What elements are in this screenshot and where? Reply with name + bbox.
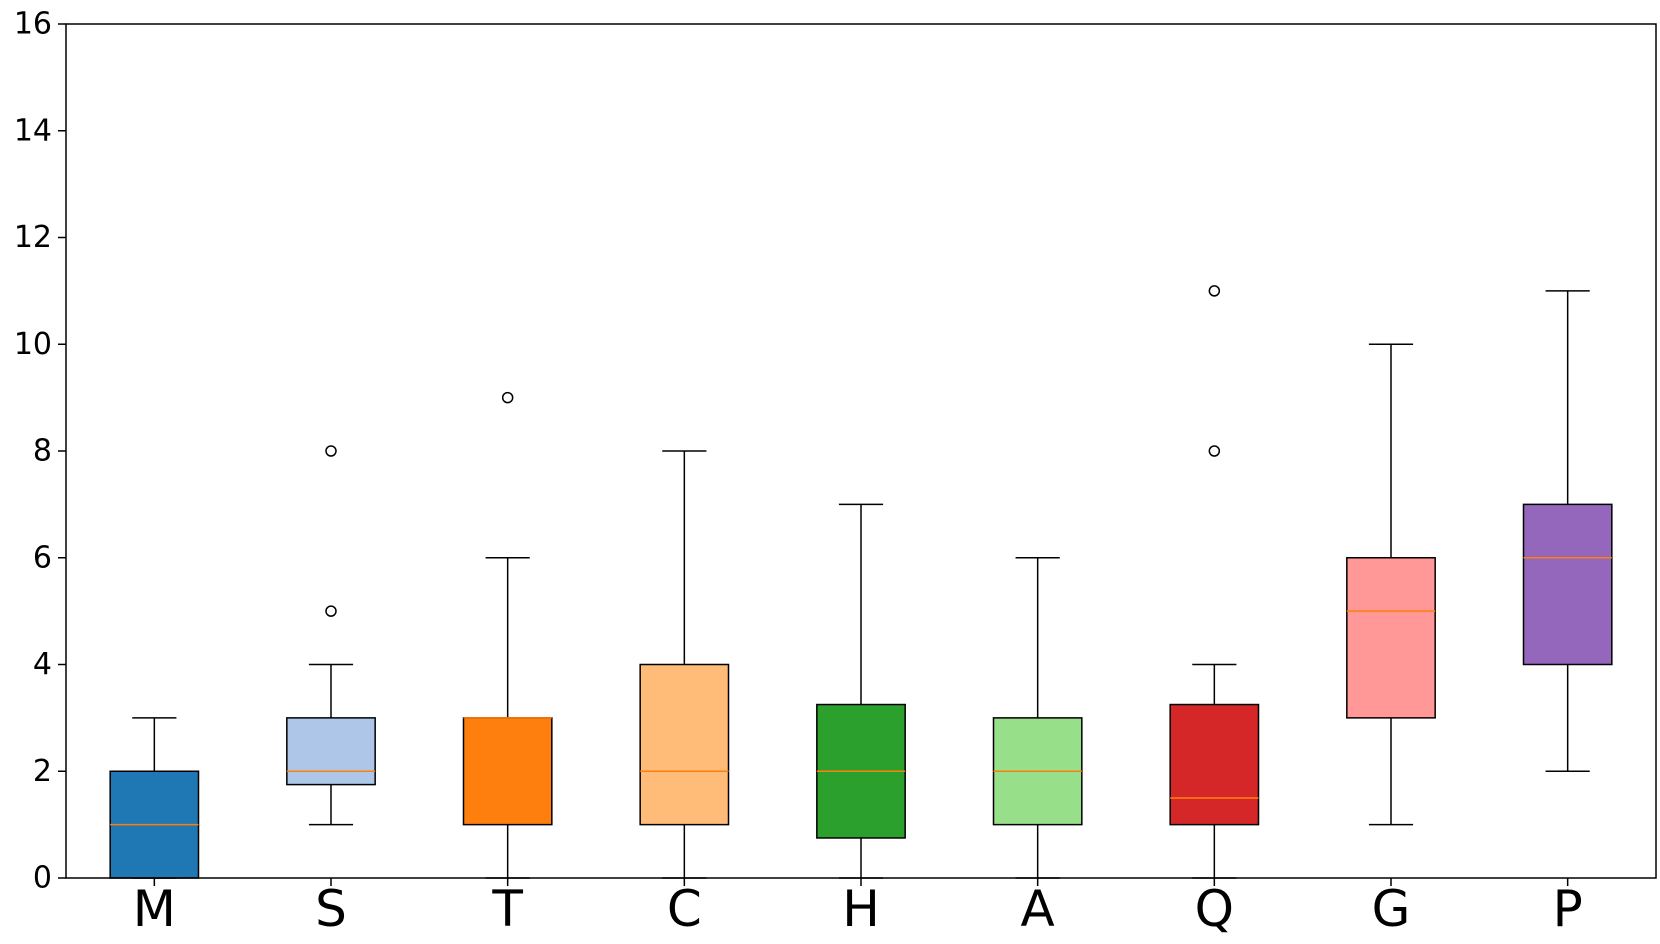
- box-S: [286, 445, 376, 826]
- y-tick-label: 4: [33, 647, 52, 682]
- box-body: [1522, 503, 1613, 666]
- box-body: [1346, 557, 1436, 719]
- y-tick-label: 0: [33, 861, 52, 896]
- box-body: [1169, 703, 1260, 826]
- plot-frame: [65, 23, 1657, 879]
- x-tick-label-H: H: [842, 880, 880, 938]
- box-T: [462, 391, 553, 879]
- outlier-point: [1208, 445, 1221, 457]
- outlier-point: [325, 445, 337, 457]
- box-body: [462, 717, 553, 826]
- y-tick-label: 2: [33, 754, 52, 789]
- x-tick-label-M: M: [133, 880, 176, 938]
- box-C: [639, 450, 730, 879]
- x-tick-label-P: P: [1553, 880, 1583, 938]
- y-tick-label: 12: [14, 220, 52, 255]
- box-body: [639, 663, 730, 826]
- y-axis: 0 2 4 6 8 10 12 14 16: [14, 7, 66, 896]
- x-tick-label-Q: Q: [1195, 880, 1234, 938]
- x-tick-label-S: S: [315, 880, 347, 938]
- y-tick-label: 8: [33, 434, 52, 469]
- box-G: [1346, 343, 1436, 826]
- y-tick-label: 6: [33, 540, 52, 575]
- box-A: [992, 557, 1083, 879]
- boxes: [109, 285, 1613, 879]
- x-tick-label-T: T: [491, 880, 523, 938]
- box-M: [109, 717, 200, 879]
- outlier-point: [501, 391, 514, 404]
- box-Q: [1169, 285, 1260, 879]
- x-tick-label-A: A: [1021, 880, 1055, 938]
- outlier-point: [325, 605, 337, 617]
- box-body: [286, 717, 376, 786]
- outlier-point: [1208, 285, 1221, 297]
- y-tick-label: 10: [14, 327, 52, 362]
- x-tick-label-G: G: [1372, 880, 1411, 938]
- box-H: [816, 503, 906, 879]
- box-P: [1522, 290, 1613, 772]
- y-tick-label: 16: [14, 7, 52, 42]
- x-tick-label-C: C: [667, 880, 702, 938]
- y-tick-label: 14: [14, 113, 52, 148]
